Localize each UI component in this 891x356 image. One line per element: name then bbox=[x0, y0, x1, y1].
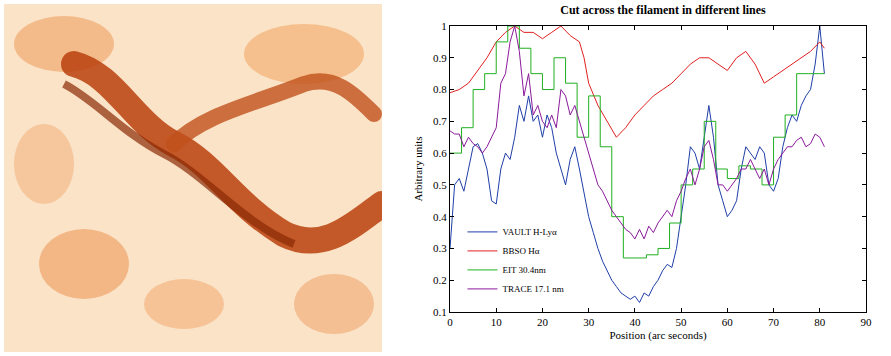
svg-text:20: 20 bbox=[537, 316, 549, 328]
svg-text:0.3: 0.3 bbox=[433, 242, 447, 254]
svg-text:Arbitrary units: Arbitrary units bbox=[412, 136, 424, 201]
svg-text:60: 60 bbox=[722, 316, 734, 328]
svg-text:EIT 30.4nm: EIT 30.4nm bbox=[502, 265, 545, 275]
svg-text:1: 1 bbox=[441, 20, 447, 32]
svg-text:40: 40 bbox=[629, 316, 641, 328]
svg-text:0.4: 0.4 bbox=[433, 211, 447, 223]
svg-text:Position (arc seconds): Position (arc seconds) bbox=[609, 329, 706, 342]
svg-text:90: 90 bbox=[861, 316, 873, 328]
svg-text:BBSO Hα: BBSO Hα bbox=[502, 246, 539, 256]
svg-text:Cut across the filament in dif: Cut across the filament in different lin… bbox=[560, 3, 766, 17]
svg-text:80: 80 bbox=[814, 316, 826, 328]
svg-text:30: 30 bbox=[583, 316, 595, 328]
svg-text:VAULT H-Lyα: VAULT H-Lyα bbox=[502, 227, 557, 237]
svg-text:0.6: 0.6 bbox=[433, 147, 447, 159]
svg-text:0.9: 0.9 bbox=[433, 52, 447, 64]
svg-text:10: 10 bbox=[491, 316, 503, 328]
svg-text:0.2: 0.2 bbox=[433, 274, 447, 286]
svg-text:0.1: 0.1 bbox=[433, 306, 447, 318]
svg-text:0.8: 0.8 bbox=[433, 83, 447, 95]
svg-text:0: 0 bbox=[447, 316, 453, 328]
svg-text:70: 70 bbox=[768, 316, 780, 328]
svg-text:50: 50 bbox=[676, 316, 688, 328]
svg-text:0.5: 0.5 bbox=[433, 179, 447, 191]
svg-text:TRACE 17.1 nm: TRACE 17.1 nm bbox=[502, 284, 563, 294]
svg-text:0.7: 0.7 bbox=[433, 115, 447, 127]
